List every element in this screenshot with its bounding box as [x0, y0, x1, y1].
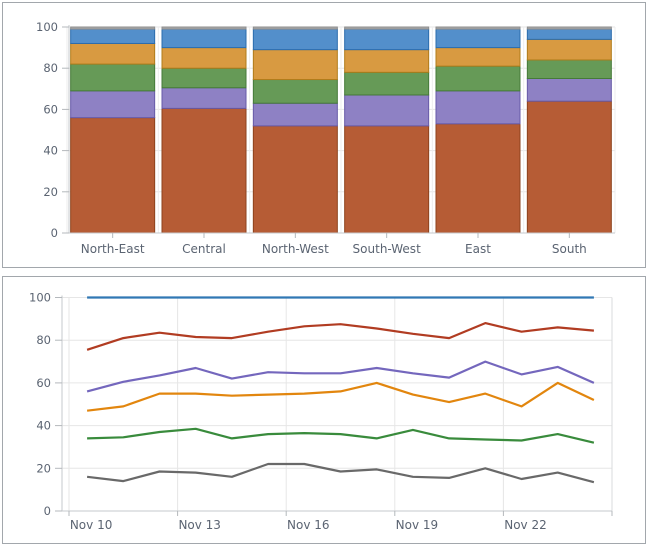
- gray-series-segment: [526, 26, 612, 30]
- gray-series-segment: [252, 26, 338, 30]
- purple-line: [86, 360, 595, 393]
- green-series-segment: [161, 67, 247, 89]
- red-line: [86, 321, 594, 351]
- bar-east: [435, 26, 521, 234]
- amber-series-segment: [344, 49, 430, 73]
- amber-series-segment: [252, 49, 338, 81]
- blue-series-segment: [526, 28, 612, 40]
- purple-series-segment: [161, 87, 247, 109]
- gray-line: [86, 462, 595, 484]
- amber-series-segment: [526, 38, 612, 61]
- y-axis-label: 0: [44, 504, 51, 518]
- category-label: South-West: [353, 242, 422, 256]
- rust-series-segment: [344, 125, 430, 234]
- bar-north-east: [70, 26, 156, 234]
- date-label: Nov 22: [504, 518, 547, 532]
- y-axis-label: 20: [43, 185, 58, 199]
- gray-series-segment: [161, 26, 247, 30]
- gray-series-segment: [435, 26, 521, 30]
- date-label: Nov 13: [178, 518, 221, 532]
- y-axis-label: 100: [29, 291, 51, 305]
- amber-series-segment: [161, 47, 247, 69]
- bar-south: [526, 26, 612, 234]
- purple-series-segment: [344, 94, 430, 127]
- rust-series-segment: [435, 123, 521, 234]
- rust-series-segment: [161, 107, 247, 234]
- purple-series-segment: [526, 78, 612, 102]
- purple-series-segment: [252, 102, 338, 127]
- stacked-bar-chart: 0 20 40 60 80 100 North-East Central North-West S…: [36, 20, 616, 256]
- purple-series-segment: [435, 90, 521, 125]
- blue-series-segment: [344, 28, 430, 51]
- green-series-segment: [252, 79, 338, 104]
- purple-series-segment: [70, 90, 156, 119]
- date-label: Nov 19: [396, 518, 439, 532]
- amber-series-segment: [435, 47, 521, 67]
- rust-series-segment: [70, 117, 156, 234]
- y-axis-label: 80: [43, 61, 58, 75]
- green-series-segment: [435, 65, 521, 92]
- green-line: [87, 427, 595, 444]
- y-axis-label: 60: [36, 376, 51, 390]
- y-axis-label: 80: [36, 333, 51, 347]
- rust-series-segment: [526, 100, 612, 234]
- blue-series-segment: [161, 28, 247, 49]
- gray-series-segment: [344, 26, 430, 30]
- date-label: Nov 16: [287, 518, 330, 532]
- y-axis-label: 40: [36, 419, 51, 433]
- blue-series-segment: [435, 28, 521, 49]
- bar-south-west: [344, 26, 430, 234]
- y-axis-label: 100: [36, 20, 58, 34]
- y-axis-label: 40: [43, 144, 58, 158]
- category-label: Central: [182, 242, 226, 256]
- blue-series-segment: [252, 28, 338, 51]
- y-axis-label: 20: [36, 461, 51, 475]
- category-label: North-East: [81, 242, 145, 256]
- date-label: Nov 10: [70, 518, 113, 532]
- green-series-segment: [344, 71, 430, 96]
- green-series-segment: [526, 59, 612, 79]
- category-label: North-West: [262, 242, 329, 256]
- y-axis-label: 0: [51, 226, 58, 240]
- category-label: East: [465, 242, 491, 256]
- stacked-bar-chart-panel: 0 20 40 60 80 100 North-East Central North-West S…: [2, 2, 646, 268]
- blue-series-segment: [70, 28, 156, 44]
- rust-series-segment: [252, 125, 338, 234]
- y-axis-label: 60: [43, 102, 58, 116]
- green-series-segment: [70, 63, 156, 92]
- category-label: South: [552, 242, 587, 256]
- bar-north-west: [252, 26, 338, 234]
- orange-line: [86, 381, 595, 412]
- line-chart: 0 20 40 60 80 100 Nov 10 Nov 13 Nov 16 Nov 19 Nov …: [29, 291, 613, 532]
- gray-series-segment: [70, 26, 156, 30]
- bar-central: [161, 26, 247, 234]
- line-chart-panel: 0 20 40 60 80 100 Nov 10 Nov 13 Nov 16 Nov 19 Nov …: [2, 276, 646, 544]
- amber-series-segment: [70, 42, 156, 65]
